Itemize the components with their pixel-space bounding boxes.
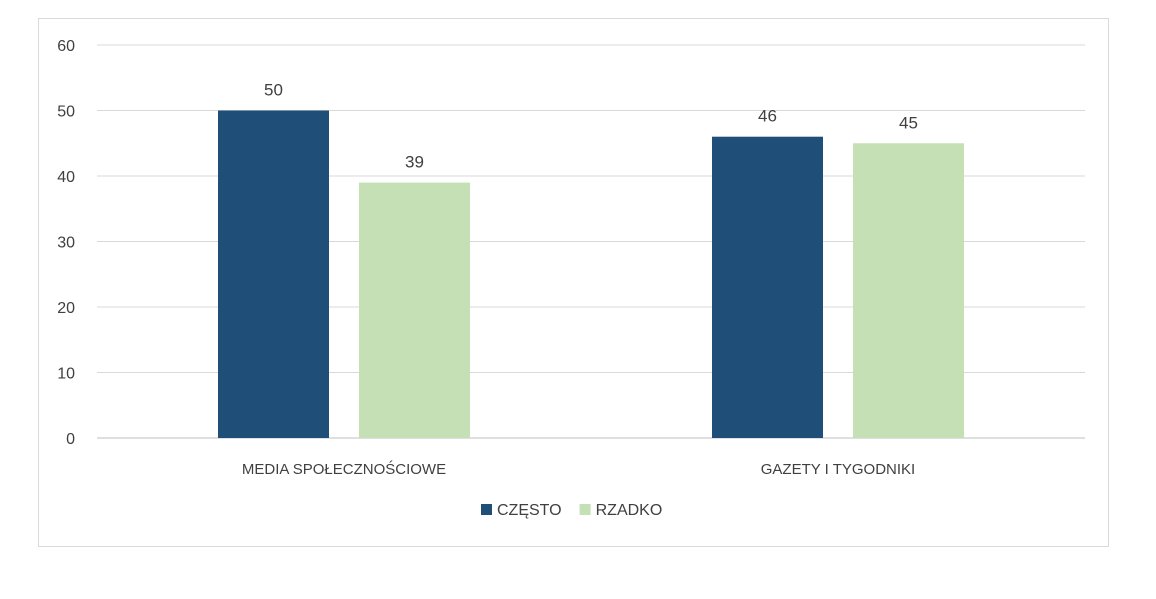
bar-czesto: [712, 136, 823, 438]
data-label: 45: [899, 113, 918, 132]
legend-swatch: [481, 504, 492, 515]
y-axis-ticks: 0 10 20 30 40 50 60: [57, 38, 75, 448]
y-tick-label: 30: [57, 235, 75, 252]
legend-label: RZADKO: [596, 502, 663, 519]
y-tick-label: 10: [57, 366, 75, 383]
y-tick-label: 0: [66, 431, 75, 448]
y-tick-label: 20: [57, 300, 75, 317]
y-tick-label: 50: [57, 104, 75, 121]
legend-swatch: [579, 504, 591, 515]
bar-chart: 0 10 20 30 40 50 60 50 39 46 45 MEDIA SPOŁECZNOŚC…: [57, 38, 1085, 519]
chart-frame: 0 10 20 30 40 50 60 50 39 46 45 MEDIA SPOŁECZNOŚC…: [38, 18, 1109, 547]
bar-rzadko: [853, 143, 964, 438]
legend: CZĘSTO RZADKO: [481, 502, 662, 519]
category-label: MEDIA SPOŁECZNOŚCIOWE: [242, 460, 446, 478]
data-label: 39: [405, 153, 424, 172]
data-label: 50: [264, 81, 283, 100]
legend-label: CZĘSTO: [497, 502, 562, 519]
category-label: GAZETY I TYGODNIKI: [761, 461, 915, 478]
data-label: 46: [758, 107, 777, 126]
bar-czesto: [218, 110, 329, 438]
bar-rzadko: [359, 182, 470, 438]
data-labels: 50 39 46 45: [264, 81, 918, 172]
y-tick-label: 40: [57, 169, 75, 186]
x-axis-categories: MEDIA SPOŁECZNOŚCIOWE GAZETY I TYGODNIKI: [242, 460, 915, 478]
y-tick-label: 60: [57, 38, 75, 55]
bars: [218, 110, 964, 438]
